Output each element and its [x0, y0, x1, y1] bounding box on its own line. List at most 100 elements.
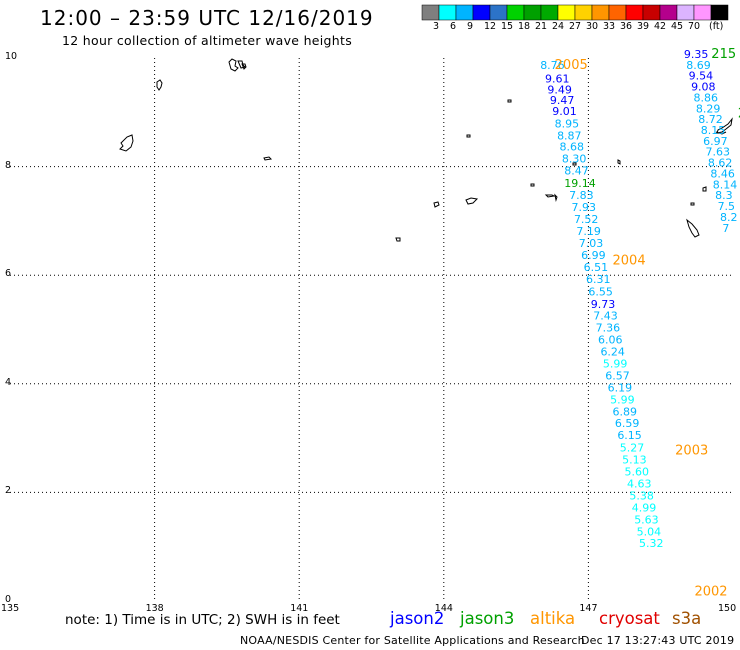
footer-note: note: 1) Time is in UTC; 2) SWH is in fe… [65, 612, 340, 628]
colorbar-swatch [489, 4, 508, 21]
wave-height-value: 4.63 [627, 478, 652, 491]
wave-height-value: 7.43 [593, 310, 618, 323]
island-outlines [119, 58, 733, 242]
island [572, 162, 577, 166]
track-time-label: 2002 [694, 585, 727, 600]
track-time-labels: 2005 2004 2003 2002 215 2 [555, 47, 740, 600]
wave-height-value: 19.14 [564, 177, 596, 190]
colorbar-swatch [455, 4, 474, 21]
colorbar-tick-label: 30 [586, 21, 599, 32]
island [465, 197, 479, 205]
credit-text: NOAA/NESDIS Center for Satellite Applica… [240, 634, 585, 647]
satellite-cryosat: cryosat [599, 609, 660, 628]
island [715, 117, 733, 135]
island [433, 201, 440, 208]
wave-height-value: 6.19 [608, 381, 633, 394]
island [263, 156, 273, 161]
wave-height-value: 9.54 [689, 70, 714, 83]
wave-height-value: 6.57 [605, 369, 630, 382]
wave-height-value: 7 [722, 222, 729, 235]
wave-height-value: 8.2 [720, 211, 738, 224]
colorbar-tick-label: 3 [433, 21, 440, 32]
colorbar-tick-label: 6 [450, 21, 457, 32]
wave-height-value: 8.3 [715, 189, 733, 202]
colorbar-tick-label: 9 [467, 21, 474, 32]
colorbar-tick-label: 12 [484, 21, 497, 32]
wave-height-value: 8.15 [701, 124, 726, 137]
colorbar-tick-label: 45 [671, 21, 684, 32]
wave-height-value: 8.87 [557, 129, 582, 142]
colorbar-tick-label: 27 [569, 21, 582, 32]
island [156, 79, 163, 91]
colorbar-swatch [438, 4, 457, 21]
wave-height-value: 6.99 [581, 249, 606, 262]
wave-height-value: 7.83 [569, 189, 594, 202]
island [702, 186, 707, 192]
wave-height-value: 8.69 [686, 59, 711, 72]
wave-height-value: 9.35 [684, 48, 709, 61]
y-tick-label: 10 [5, 51, 18, 62]
colorbar-swatch [625, 4, 644, 21]
x-tick-label: 150 [718, 603, 737, 614]
colorbar-swatch [557, 4, 576, 21]
track-time-label: 215 [711, 47, 736, 62]
colorbar-swatch [710, 4, 729, 21]
wave-height-value: 5.04 [637, 525, 662, 538]
y-tick-label: 2 [5, 485, 12, 497]
wave-height-value: 9.61 [545, 72, 570, 85]
wave-height-value: 6.06 [598, 334, 623, 347]
wave-height-value: 8.76 [540, 59, 565, 72]
wave-height-value: 8.47 [564, 165, 589, 178]
wave-height-value: 7.19 [576, 225, 601, 238]
map-title: 12:00 – 23:59 UTC 12/16/2019 [40, 6, 374, 30]
y-tick-label: 4 [5, 376, 12, 388]
colorbar-swatch [608, 4, 627, 21]
colorbar-tick-label: 33 [603, 21, 616, 32]
wave-height-value: 7.03 [579, 237, 604, 250]
wave-height-value: 9.08 [691, 81, 716, 94]
colorbar-swatch [659, 4, 678, 21]
track-time-label: 2005 [555, 58, 588, 73]
wave-height-value: 5.38 [629, 489, 654, 502]
lat-lon-grid [10, 58, 733, 601]
wave-height-value: 5.13 [622, 454, 647, 467]
colorbar-swatch [676, 4, 695, 21]
wave-height-value: 6.97 [703, 135, 728, 148]
island [507, 99, 512, 103]
wave-height-value: 8.29 [696, 102, 721, 115]
wave-height-value: 5.27 [620, 442, 645, 455]
satellite-s3a: s3a [672, 609, 702, 628]
colorbar [421, 4, 729, 21]
wave-height-value: 8.46 [710, 167, 735, 180]
y-tick-label: 6 [5, 268, 12, 280]
wave-height-value: 6.55 [588, 285, 613, 298]
track-time-label: 2003 [675, 443, 708, 458]
colorbar-swatch [574, 4, 593, 21]
wave-height-value: 9.47 [550, 94, 575, 107]
wave-height-value: 7.36 [596, 322, 621, 335]
wave-height-value: 8.14 [713, 178, 738, 191]
wave-height-value: 8.62 [708, 157, 733, 170]
island [617, 159, 621, 165]
x-tick-label: 141 [290, 603, 309, 614]
colorbar-tick-label: 18 [518, 21, 531, 32]
wave-height-value: 6.15 [617, 429, 642, 442]
wave-height-value: 8.68 [559, 140, 584, 153]
wave-height-value: 6.89 [613, 405, 638, 418]
wave-height-value: 9.49 [547, 83, 572, 96]
wave-height-value: 7.5 [718, 200, 736, 213]
wave-height-value: 6.59 [615, 417, 640, 430]
wave-height-value: 5.99 [610, 393, 635, 406]
colorbar-tick-label: 21 [535, 21, 548, 32]
track-time-label: 2004 [613, 253, 646, 268]
colorbar-swatch [642, 4, 661, 21]
island [119, 134, 134, 152]
colorbar-tick-label: 36 [620, 21, 633, 32]
colorbar-swatch [506, 4, 525, 21]
colorbar-tick-label: 39 [637, 21, 650, 32]
y-tick-label: 0 [5, 594, 12, 605]
colorbar-tick-label: 70 [688, 21, 701, 32]
credit-timestamp: Dec 17 13:27:43 UTC 2019 [581, 634, 735, 647]
